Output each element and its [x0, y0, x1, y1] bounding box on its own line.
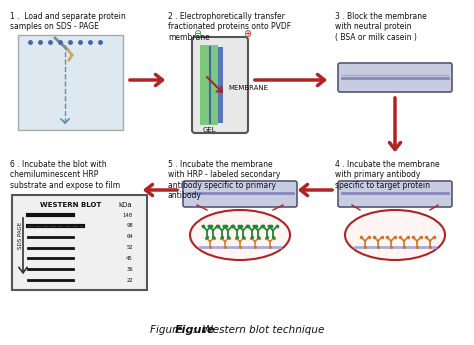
- Text: ⊕: ⊕: [243, 29, 251, 39]
- Text: WESTERN BLOT: WESTERN BLOT: [40, 202, 101, 208]
- Text: 22: 22: [126, 277, 133, 283]
- FancyBboxPatch shape: [338, 63, 452, 92]
- Text: Figure: Figure: [175, 325, 215, 335]
- Text: 1 .  Load and separate protein
samples on SDS - PAGE: 1 . Load and separate protein samples on…: [10, 12, 126, 31]
- Text: 52: 52: [126, 245, 133, 250]
- Text: 6 . Incubate the blot with
chemiluminescent HRP
substrate and expose to film: 6 . Incubate the blot with chemiluminesc…: [10, 160, 120, 190]
- Text: ⊖: ⊖: [193, 29, 201, 39]
- FancyBboxPatch shape: [338, 181, 452, 207]
- Ellipse shape: [345, 210, 445, 260]
- Text: 2 . Electrophoretically transfer
fractionated proteins onto PVDF
membrane: 2 . Electrophoretically transfer fractio…: [168, 12, 291, 42]
- FancyBboxPatch shape: [200, 45, 218, 125]
- Text: 3 . Block the membrane
with neutral protein
( BSA or milk casein ): 3 . Block the membrane with neutral prot…: [335, 12, 427, 42]
- FancyBboxPatch shape: [183, 181, 297, 207]
- FancyBboxPatch shape: [192, 37, 248, 133]
- Text: 64: 64: [126, 234, 133, 239]
- Ellipse shape: [190, 210, 290, 260]
- FancyBboxPatch shape: [12, 195, 147, 290]
- Text: 45: 45: [126, 256, 133, 261]
- Text: 148: 148: [123, 213, 133, 217]
- Text: GEL: GEL: [203, 127, 217, 133]
- Text: 5 . Incubate the membrane
with HRP - labeled secondary
antibody specific to prim: 5 . Incubate the membrane with HRP - lab…: [168, 160, 281, 200]
- FancyBboxPatch shape: [218, 47, 223, 123]
- Text: 98: 98: [126, 223, 133, 228]
- Text: MEMBRANE: MEMBRANE: [228, 85, 268, 91]
- FancyBboxPatch shape: [18, 35, 123, 130]
- Text: kDa: kDa: [118, 202, 132, 208]
- Text: 4 . Incubate the membrane
with primary antibody
specific to target protein: 4 . Incubate the membrane with primary a…: [335, 160, 439, 190]
- Text: SDS PAGE: SDS PAGE: [18, 221, 22, 248]
- Text: 36: 36: [127, 267, 133, 272]
- Text: Figure   :  Western blot technique: Figure : Western blot technique: [150, 325, 324, 335]
